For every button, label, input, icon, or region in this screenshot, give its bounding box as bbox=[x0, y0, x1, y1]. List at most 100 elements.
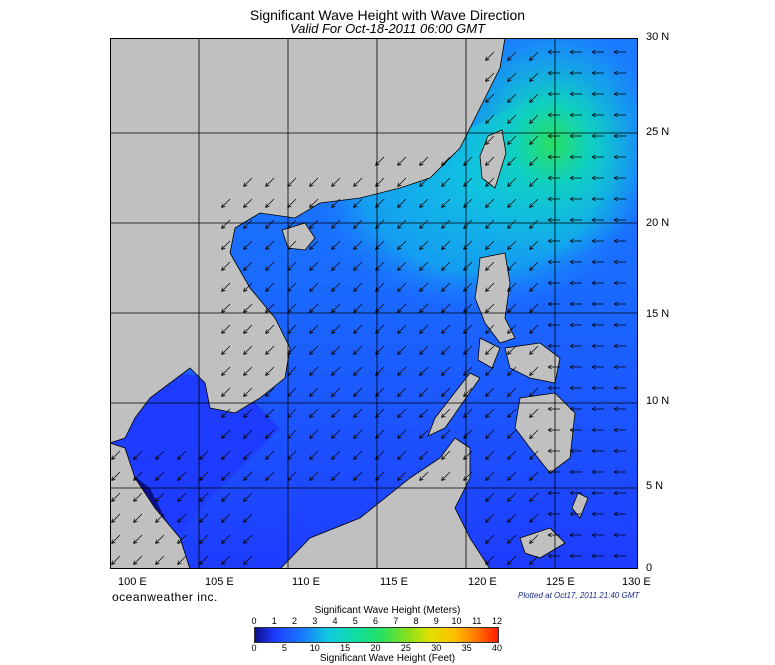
wave-arrow bbox=[221, 366, 231, 376]
wave-arrow bbox=[309, 282, 319, 292]
wave-arrow bbox=[265, 387, 275, 397]
wave-arrow bbox=[419, 387, 429, 397]
wave-arrow bbox=[591, 343, 604, 349]
wave-arrow bbox=[485, 513, 495, 523]
wave-arrow bbox=[529, 135, 539, 145]
wave-arrow bbox=[287, 240, 297, 250]
valid-time-subtitle: Valid For Oct-18-2011 06:00 GMT bbox=[289, 21, 486, 36]
wave-arrow bbox=[613, 49, 626, 55]
chart-title: Significant Wave Height with Wave Direct… bbox=[249, 7, 526, 23]
wave-arrow bbox=[419, 261, 429, 271]
wave-arrow bbox=[569, 91, 582, 97]
feet-tick: 0 bbox=[251, 643, 257, 653]
wave-arrow bbox=[569, 322, 582, 328]
wave-arrow bbox=[375, 324, 385, 334]
wave-arrow bbox=[243, 366, 253, 376]
wave-arrow bbox=[221, 534, 231, 544]
lat-label-10n: 10 N bbox=[646, 395, 670, 407]
wave-arrow bbox=[613, 322, 626, 328]
wave-arrow bbox=[463, 345, 473, 355]
wave-arrow bbox=[397, 198, 407, 208]
wave-arrow bbox=[353, 429, 363, 439]
wave-arrow bbox=[287, 408, 297, 418]
wave-arrow bbox=[221, 471, 231, 481]
wave-arrow bbox=[463, 240, 473, 250]
wave-arrow bbox=[309, 366, 319, 376]
wave-arrow bbox=[177, 534, 187, 544]
wave-arrow bbox=[221, 429, 231, 439]
meters-tick: 12 bbox=[491, 616, 502, 626]
wave-map bbox=[110, 38, 638, 569]
wave-arrow bbox=[309, 408, 319, 418]
wave-arrow bbox=[221, 555, 231, 565]
wave-arrow bbox=[397, 345, 407, 355]
wave-arrow bbox=[397, 324, 407, 334]
wave-arrow bbox=[331, 303, 341, 313]
wave-arrow bbox=[547, 70, 560, 76]
wave-arrow bbox=[613, 406, 626, 412]
wave-arrow bbox=[485, 345, 495, 355]
wave-arrow bbox=[591, 196, 604, 202]
wave-arrow bbox=[591, 91, 604, 97]
wave-arrow bbox=[265, 429, 275, 439]
wave-arrow bbox=[375, 387, 385, 397]
wave-arrow bbox=[613, 490, 626, 496]
wave-arrow bbox=[353, 387, 363, 397]
wave-arrow bbox=[111, 513, 121, 523]
wave-arrow bbox=[309, 450, 319, 460]
wave-arrow bbox=[613, 427, 626, 433]
lat-label-25n: 25 N bbox=[646, 126, 670, 138]
wave-arrow bbox=[591, 385, 604, 391]
wave-arrow bbox=[569, 490, 582, 496]
wave-arrow bbox=[441, 156, 451, 166]
meters-tick: 7 bbox=[393, 616, 399, 626]
wave-arrow bbox=[287, 177, 297, 187]
wave-arrow bbox=[507, 177, 517, 187]
wave-arrow bbox=[331, 219, 341, 229]
wave-arrow bbox=[265, 261, 275, 271]
wave-arrow bbox=[591, 532, 604, 538]
wave-arrow bbox=[309, 240, 319, 250]
wave-arrow bbox=[463, 471, 473, 481]
wave-arrow bbox=[375, 429, 385, 439]
wave-arrow bbox=[199, 450, 209, 460]
wave-arrow bbox=[309, 387, 319, 397]
wave-arrow bbox=[529, 177, 539, 187]
wave-arrow bbox=[199, 555, 209, 565]
wave-arrow bbox=[613, 175, 626, 181]
wave-arrow bbox=[353, 471, 363, 481]
wave-arrow bbox=[331, 324, 341, 334]
wave-arrow bbox=[569, 280, 582, 286]
wave-arrow bbox=[591, 427, 604, 433]
wave-arrow bbox=[529, 198, 539, 208]
wave-arrow bbox=[221, 198, 231, 208]
wave-arrow bbox=[485, 534, 495, 544]
wave-arrow bbox=[243, 450, 253, 460]
wave-arrow bbox=[375, 345, 385, 355]
map-frame bbox=[110, 38, 638, 569]
land-masses bbox=[110, 38, 589, 569]
wave-arrow bbox=[547, 448, 560, 454]
wave-arrow bbox=[243, 555, 253, 565]
meters-tick: 9 bbox=[433, 616, 439, 626]
wave-arrow bbox=[613, 196, 626, 202]
wave-arrow bbox=[265, 366, 275, 376]
wave-arrow bbox=[331, 240, 341, 250]
wave-arrow bbox=[441, 198, 451, 208]
wave-arrow bbox=[397, 156, 407, 166]
lon-label-130e: 130 E bbox=[622, 576, 651, 588]
wave-arrow bbox=[397, 450, 407, 460]
wave-arrow bbox=[419, 156, 429, 166]
wave-arrow bbox=[529, 471, 539, 481]
wave-arrow bbox=[529, 492, 539, 502]
wave-arrow bbox=[155, 555, 165, 565]
wave-arrow bbox=[529, 324, 539, 334]
wave-arrow bbox=[287, 219, 297, 229]
wave-arrow bbox=[485, 303, 495, 313]
grid-lines bbox=[110, 38, 638, 569]
wave-arrow bbox=[507, 240, 517, 250]
feet-tick: 25 bbox=[400, 643, 411, 653]
wave-arrow bbox=[353, 198, 363, 208]
wave-arrow bbox=[265, 303, 275, 313]
wave-arrow bbox=[309, 324, 319, 334]
